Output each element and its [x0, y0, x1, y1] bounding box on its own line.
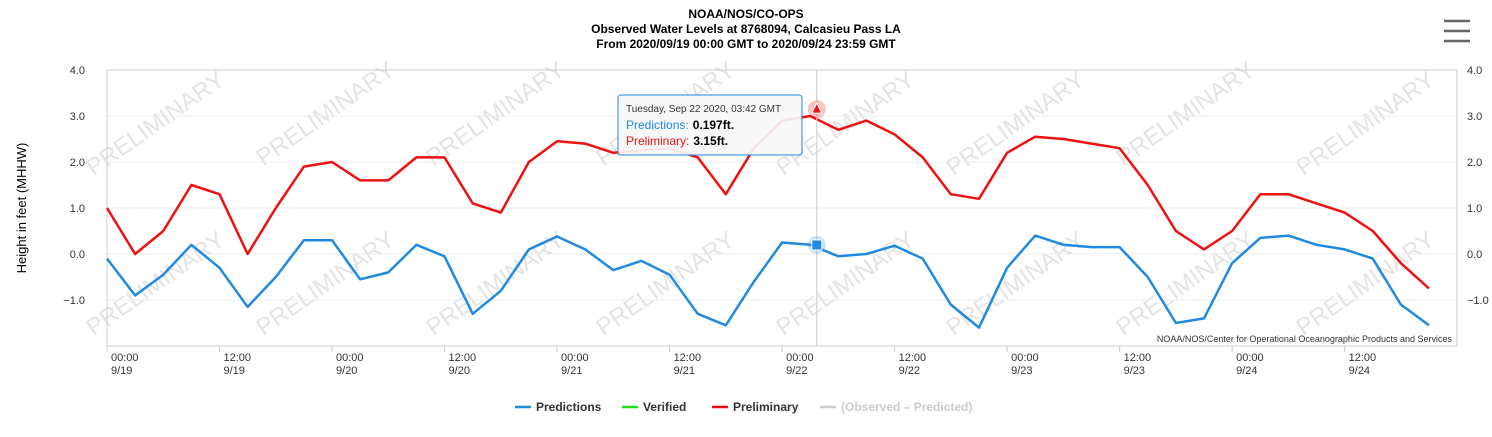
x-tick-label: 9/24 [1236, 365, 1257, 377]
x-tick-label: 00:00 [1011, 352, 1039, 364]
y2-tick-label: 2.0 [1467, 157, 1482, 169]
x-tick-label: 12:00 [224, 352, 252, 364]
y-tick-label: 4.0 [70, 65, 85, 77]
watermark: PRELIMINARY [421, 226, 569, 341]
x-tick-label: 00:00 [111, 352, 139, 364]
x-tick-label: 9/23 [1011, 365, 1032, 377]
y-tick-label: 1.0 [70, 203, 85, 215]
y2-tick-label: 0.0 [1467, 249, 1482, 261]
legend-label[interactable]: (Observed – Predicted) [841, 400, 972, 414]
watermark: PRELIMINARY [1291, 66, 1439, 181]
watermark: PRELIMINARY [1111, 56, 1259, 171]
tooltip-time: Tuesday, Sep 22 2020, 03:42 GMT [626, 104, 781, 115]
x-tick-label: 9/23 [1124, 365, 1145, 377]
legend-label[interactable]: Preliminary [733, 400, 799, 414]
x-tick-label: 9/20 [449, 365, 470, 377]
watermark: PRELIMINARY [941, 226, 1089, 341]
x-tick-label: 00:00 [336, 352, 364, 364]
watermark: PRELIMINARY [251, 56, 399, 171]
x-tick-label: 9/22 [899, 365, 920, 377]
watermark: PRELIMINARY [941, 66, 1089, 181]
hover-marker [810, 101, 823, 114]
y2-tick-label: 4.0 [1467, 65, 1482, 77]
x-tick-label: 00:00 [561, 352, 589, 364]
credits: NOAA/NOS/Center for Operational Oceanogr… [1157, 334, 1453, 344]
y2-tick-label: 3.0 [1467, 111, 1482, 123]
x-tick-label: 9/21 [674, 365, 695, 377]
chart-subtitle: Observed Water Levels at 8768094, Calcas… [591, 22, 901, 36]
chart-subtitle: From 2020/09/19 00:00 GMT to 2020/09/24 … [596, 37, 896, 51]
x-tick-label: 9/24 [1349, 365, 1370, 377]
tooltip-box [617, 94, 803, 156]
y-tick-label: 0.0 [70, 249, 85, 261]
x-tick-label: 12:00 [674, 352, 702, 364]
watermark: PRELIMINARY [1111, 226, 1259, 341]
x-tick-label: 00:00 [786, 352, 814, 364]
watermark: PRELIMINARY [81, 66, 229, 181]
x-tick-label: 9/19 [111, 365, 132, 377]
tooltip-value: 0.197ft. [693, 118, 734, 132]
tooltip-label: Preliminary: [626, 134, 689, 148]
chart-title: NOAA/NOS/CO-OPS [688, 7, 803, 21]
legend-label[interactable]: Predictions [536, 400, 602, 414]
tooltip-value: 3.15ft. [693, 134, 728, 148]
x-tick-label: 9/19 [224, 365, 245, 377]
series-line [106, 234, 1430, 329]
menu-button[interactable] [1440, 18, 1472, 44]
y2-tick-label: −1.0 [1467, 295, 1489, 307]
tooltip-label: Predictions: [626, 118, 689, 132]
y2-tick-label: 1.0 [1467, 203, 1482, 215]
x-tick-label: 12:00 [449, 352, 477, 364]
y-tick-label: 2.0 [70, 157, 85, 169]
y-tick-label: 3.0 [70, 111, 85, 123]
y-axis-title: Height in feet (MHHW) [14, 143, 29, 274]
watermark: PRELIMINARY [251, 226, 399, 341]
legend-label[interactable]: Verified [643, 400, 686, 414]
legend: Predictions Verified Preliminary (Observed … [515, 400, 972, 414]
watermark: PRELIMINARY [591, 226, 739, 341]
x-tick-label: 00:00 [1236, 352, 1264, 364]
hover-marker [811, 239, 823, 251]
watermark: PRELIMINARY [421, 56, 569, 171]
x-tick-label: 9/20 [336, 365, 357, 377]
watermark: PRELIMINARY [81, 226, 229, 341]
y-tick-label: −1.0 [63, 295, 85, 307]
x-tick-label: 12:00 [1124, 352, 1152, 364]
x-tick-label: 9/21 [561, 365, 582, 377]
tooltip-layer: Tuesday, Sep 22 2020, 03:42 GMT Predictio… [617, 70, 826, 346]
x-tick-label: 9/22 [786, 365, 807, 377]
x-tick-label: 12:00 [1349, 352, 1377, 364]
x-tick-label: 12:00 [899, 352, 927, 364]
